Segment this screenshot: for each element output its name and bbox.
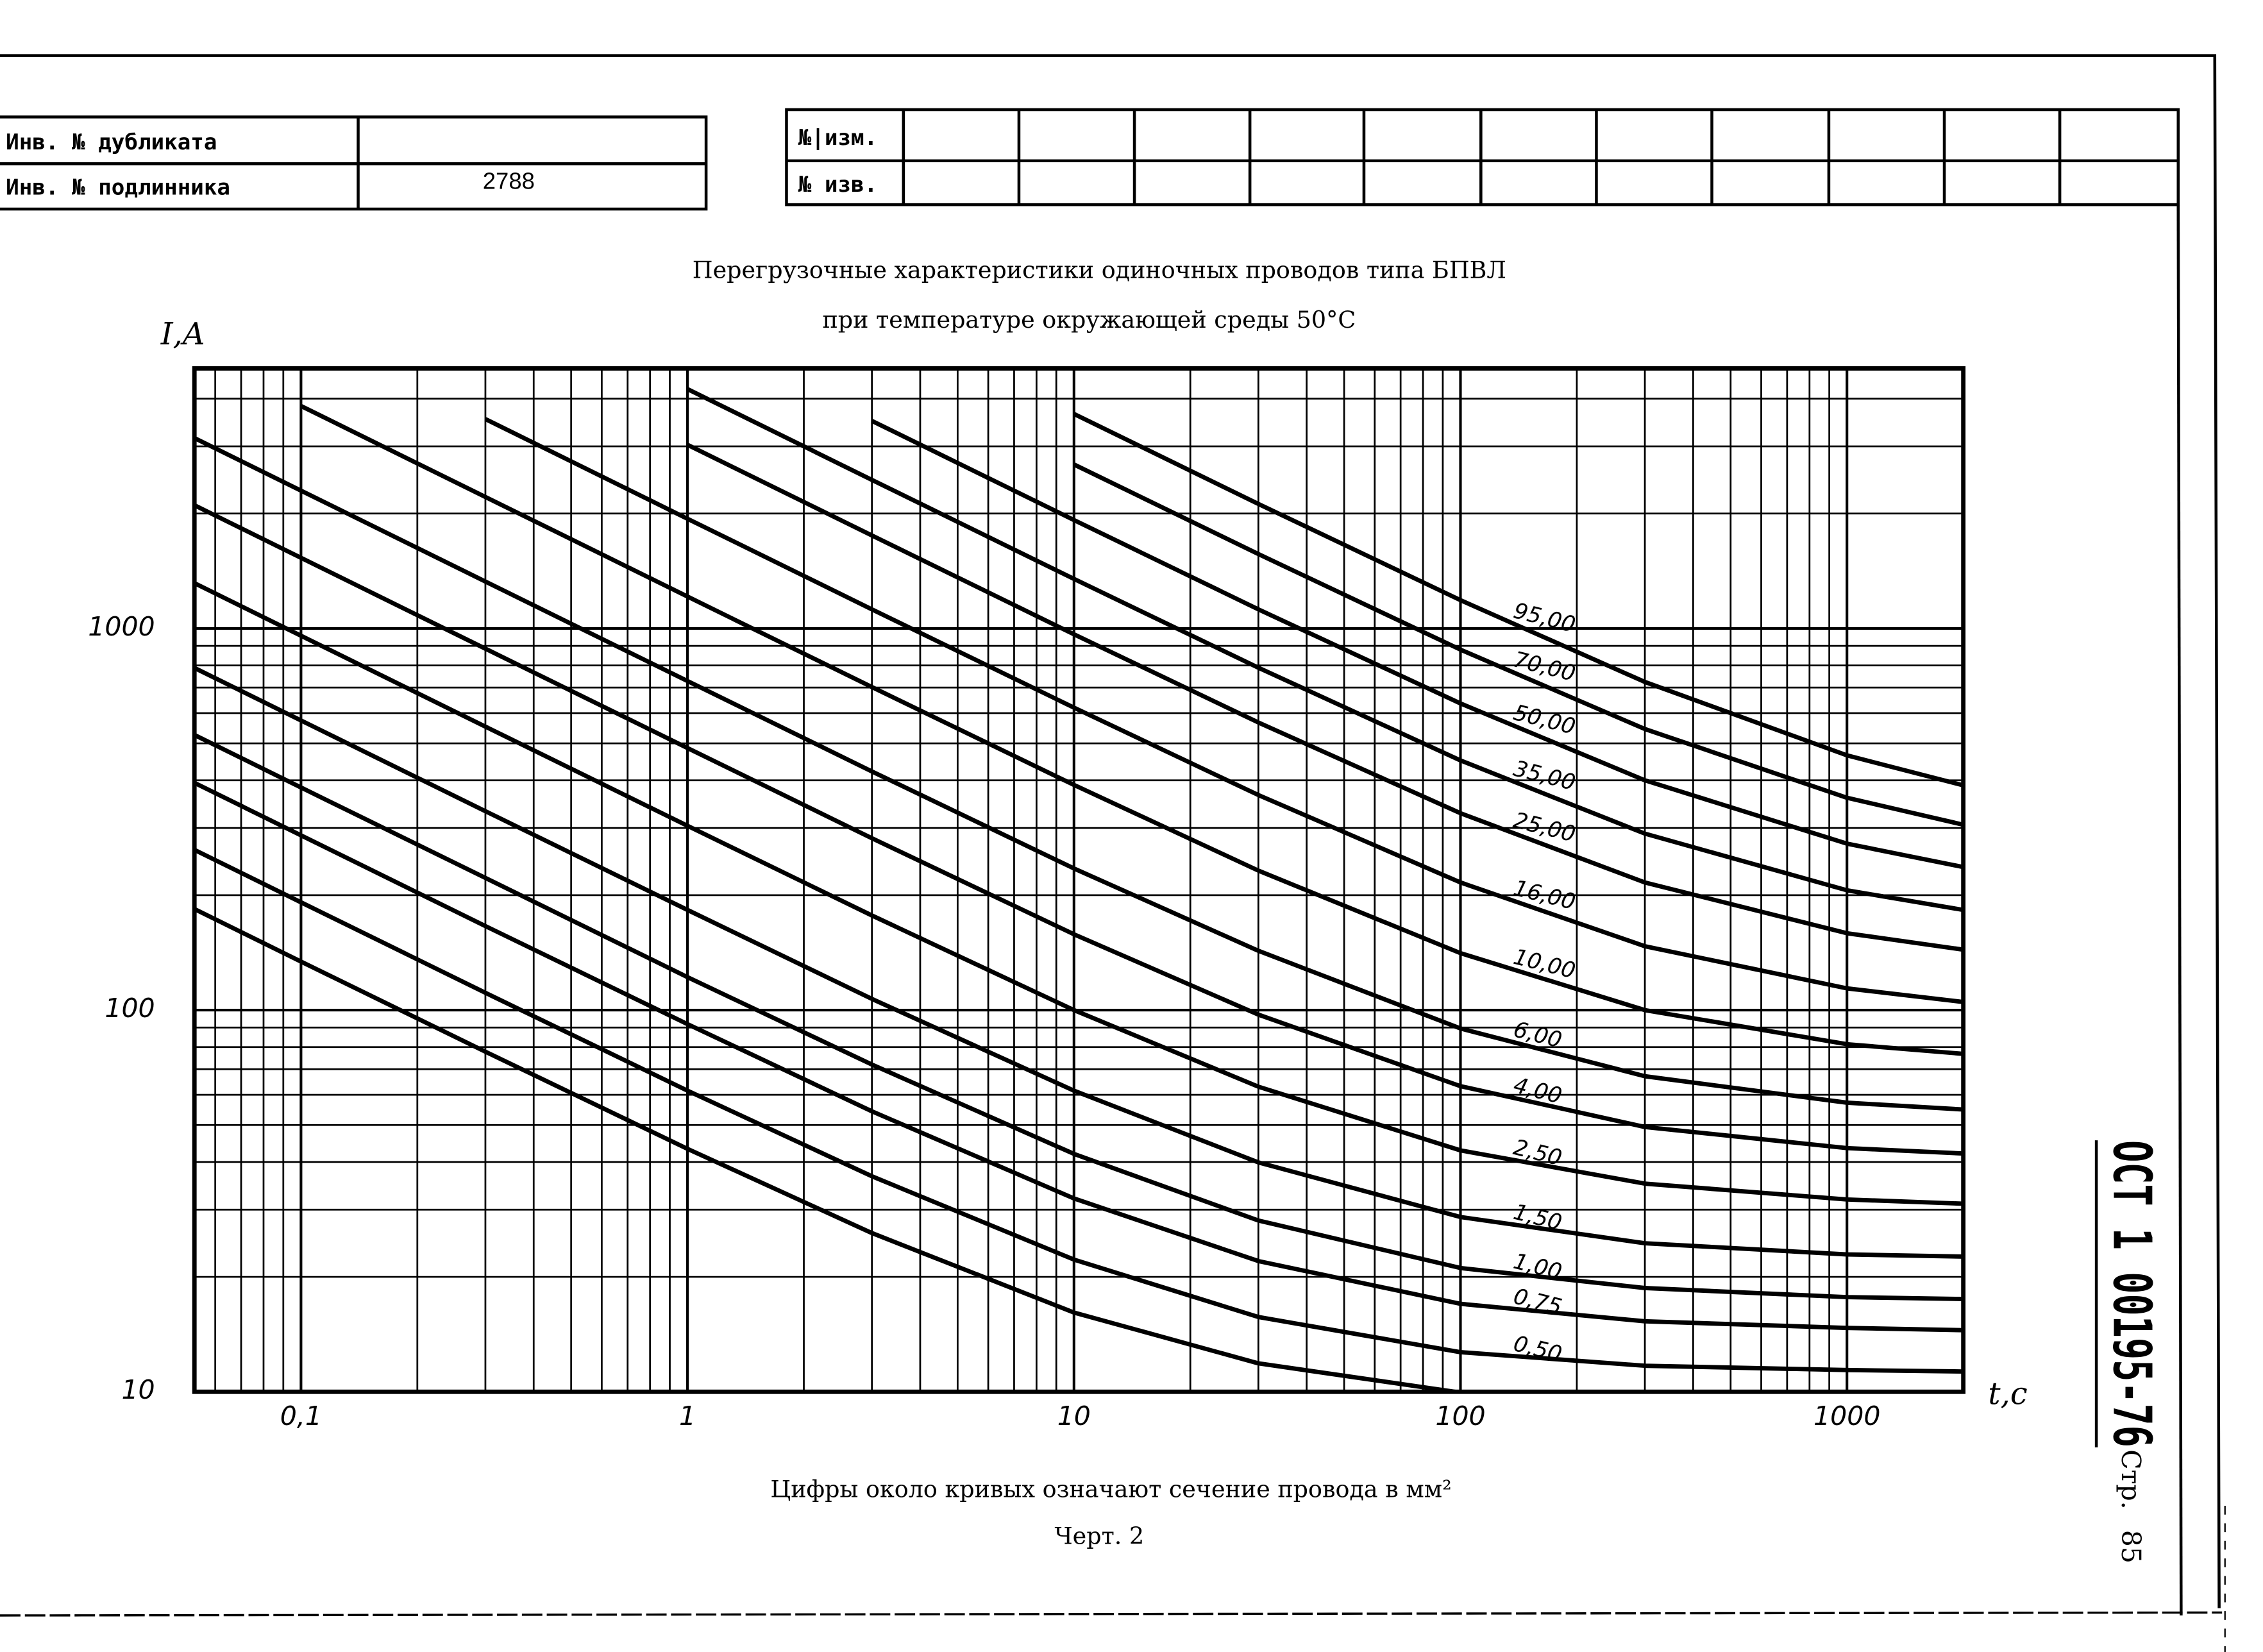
y-tick-label: 10: [121, 1374, 155, 1405]
x-tick-label: 0,1: [280, 1401, 322, 1431]
curve: [1073, 412, 1964, 788]
curve: [194, 907, 1485, 1392]
x-axis-label: t,c: [1988, 1377, 2027, 1412]
curve: [194, 435, 1964, 1112]
curve: [871, 419, 1964, 870]
x-tick-label: 1000: [1813, 1401, 1880, 1431]
x-tick-label: 100: [1435, 1401, 1485, 1431]
bottom-frame: [0, 1611, 2223, 1617]
footnote: Цифры около кривых означают сечение пров…: [770, 1476, 1451, 1503]
chart-title: Перегрузочные характеристики одиночных п…: [693, 257, 1506, 284]
y-axis-label: I,A: [160, 317, 205, 352]
y-tick-label: 1000: [88, 611, 155, 642]
page-number: 85: [2116, 1530, 2146, 1564]
plot-border: [192, 366, 1966, 1394]
standard-number: ОСТ 1 00195-76: [2101, 1140, 2162, 1447]
curve: [194, 732, 1964, 1301]
x-tick-label: 10: [1057, 1401, 1091, 1431]
curve: [194, 848, 1964, 1374]
curve: [194, 581, 1964, 1206]
curve: [299, 403, 1964, 1056]
curve: [686, 387, 1964, 913]
original-number: 2788: [483, 168, 535, 194]
notice-number-label: № изв.: [798, 172, 878, 198]
curve: [484, 417, 1964, 1004]
stamp: ОСТ 1 00195-76 Стр. 85: [2094, 1140, 2162, 1564]
change-number-label: №|изм.: [798, 125, 878, 151]
curve: [1073, 462, 1964, 827]
duplicate-label: Инв. № дубликата: [6, 130, 217, 155]
inner-frame: [2176, 205, 2183, 1616]
x-tick-label: 1: [679, 1401, 696, 1431]
page-frame: [0, 54, 2221, 1608]
curve: [194, 780, 1964, 1333]
page-label: Стр.: [2116, 1449, 2146, 1509]
figure-label: Черт. 2: [1055, 1522, 1145, 1550]
chart-subtitle: при температуре окружающей среды 50°С: [823, 306, 1356, 333]
original-label: Инв. № подлинника: [6, 175, 230, 201]
inventory-table: Инв. № дубликата Инв. № подлинника 2788: [0, 115, 708, 211]
y-tick-label: 100: [105, 993, 155, 1024]
curve: [194, 666, 1964, 1259]
curve: [686, 442, 1964, 952]
revision-table: №|изм. № изв.: [785, 108, 2180, 206]
curve: [194, 503, 1964, 1156]
